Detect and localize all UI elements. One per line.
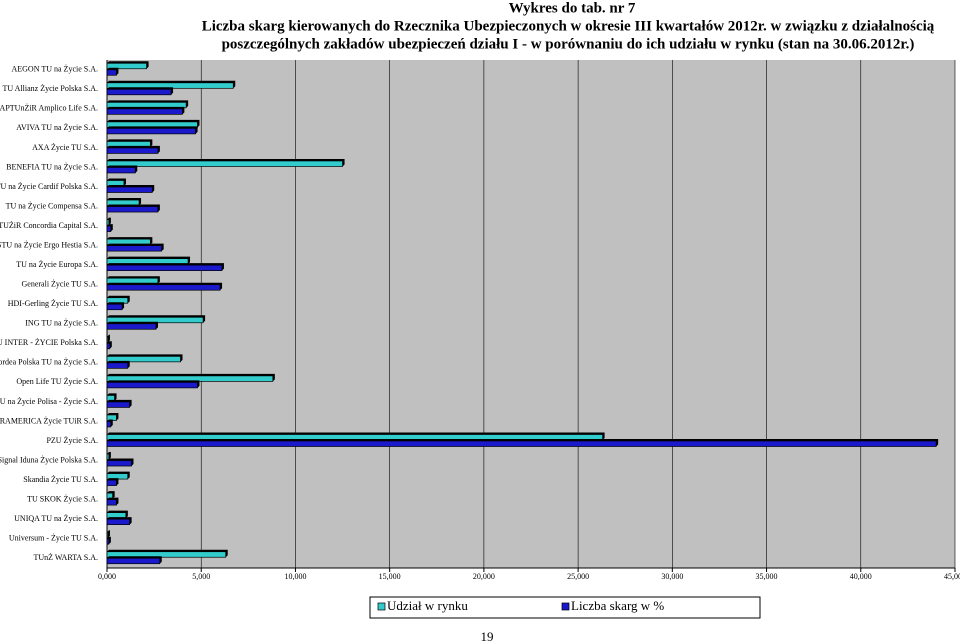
x-tick-label: 40,000	[850, 572, 872, 581]
y-tick-label: WTUŻiR Concordia Capital S.A.	[0, 221, 98, 230]
bar	[106, 284, 221, 291]
bar	[106, 323, 157, 330]
y-tick-label: PZU Życie S.A.	[46, 436, 98, 445]
y-tick-label: AVIVA TU na Życie S.A.	[16, 123, 98, 132]
y-tick-label: Universum - Życie TU S.A.	[9, 534, 98, 543]
y-tick-label: TU SKOK Życie S.A.	[27, 494, 98, 503]
y-tick-label: BENEFIA TU na Życie S.A.	[6, 162, 98, 171]
y-tick-label: TU INTER - ŻYCIE Polska S.A.	[0, 338, 98, 347]
bar	[106, 362, 129, 369]
x-tick-label: 15,000	[379, 572, 401, 581]
chart-title: Liczba skarg kierowanych do Rzecznika Ub…	[202, 18, 935, 34]
y-tick-label: Generali Życie TU S.A.	[22, 280, 99, 289]
bar	[106, 460, 132, 467]
bar	[106, 453, 110, 460]
y-tick-label: PRAMERICA Życie TUiR S.A.	[0, 416, 98, 425]
bar	[106, 401, 130, 408]
y-tick-label: PAPTUnŻiR Amplico Life S.A.	[0, 104, 98, 113]
bar	[106, 551, 227, 558]
chart-title: Wykres do tab. nr 7	[509, 0, 636, 16]
y-tick-label: TU na Życie Polisa - Życie S.A.	[0, 397, 98, 406]
bar	[106, 186, 153, 193]
x-tick-label: 25,000	[567, 572, 589, 581]
x-tick-label: 0,000	[98, 572, 116, 581]
bar	[106, 518, 130, 526]
bar	[106, 245, 162, 252]
plot-area	[107, 60, 955, 568]
legend-label: Udział w rynku	[387, 598, 468, 613]
y-tick-label: AEGON TU na Życie S.A.	[11, 65, 98, 74]
bar	[106, 108, 183, 115]
bar	[106, 531, 109, 539]
chart-title: poszczególnych zakładów ubezpieczeń dzia…	[222, 36, 915, 52]
bar	[106, 479, 117, 486]
x-tick-label: 45,000	[944, 572, 960, 581]
bar	[106, 355, 181, 363]
bar	[106, 62, 147, 70]
bar	[106, 421, 112, 428]
y-tick-label: UNIQA TU na Życie S.A.	[14, 514, 98, 523]
bar	[106, 303, 123, 311]
bar	[106, 219, 110, 226]
bar	[106, 225, 112, 232]
y-tick-label: Open Life TU Życie S.A.	[16, 377, 98, 386]
bar	[106, 206, 159, 213]
bar	[106, 342, 111, 350]
bar	[106, 557, 161, 565]
bar	[106, 336, 109, 343]
x-tick-label: 10,000	[284, 572, 306, 581]
bar	[106, 264, 223, 272]
y-tick-label: TU na Życie Compensa S.A.	[6, 201, 98, 210]
y-tick-label: HDI-Gerling Życie TU S.A.	[8, 299, 98, 308]
page-number: 19	[481, 629, 494, 644]
y-tick-label: TUnŻ WARTA S.A.	[33, 553, 98, 562]
bar	[106, 382, 198, 389]
y-tick-label: TU Allianz Życie Polska S.A.	[2, 84, 98, 93]
y-tick-label: ING TU na Życie S.A.	[25, 319, 98, 328]
y-tick-label: AXA Życie TU S.A.	[32, 143, 98, 152]
legend-label: Liczba skarg w %	[571, 598, 664, 613]
bar	[106, 69, 117, 76]
bar	[106, 160, 343, 167]
x-tick-label: 35,000	[756, 572, 778, 581]
legend-marker	[561, 602, 570, 611]
y-tick-label: TU na Życie Europa S.A.	[16, 260, 98, 269]
x-tick-label: 20,000	[473, 572, 495, 581]
bar	[106, 538, 110, 545]
bar	[106, 499, 117, 506]
y-tick-label: Signal Iduna Życie Polska S.A.	[0, 455, 98, 464]
x-tick-label: 30,000	[661, 572, 683, 581]
bar	[106, 167, 136, 174]
bar	[106, 440, 937, 447]
y-tick-label: Skandia Życie TU S.A.	[23, 475, 98, 484]
y-tick-label: Nordea Polska TU na Życie S.A.	[0, 358, 98, 367]
bar	[106, 147, 159, 154]
y-tick-label: STU na Życie Ergo Hestia S.A.	[0, 240, 98, 249]
bar	[106, 88, 172, 96]
y-tick-label: TU na Życie Cardif Polska S.A.	[0, 182, 98, 191]
x-tick-label: 5,000	[192, 572, 210, 581]
bar	[106, 128, 196, 135]
legend-marker	[377, 602, 386, 611]
